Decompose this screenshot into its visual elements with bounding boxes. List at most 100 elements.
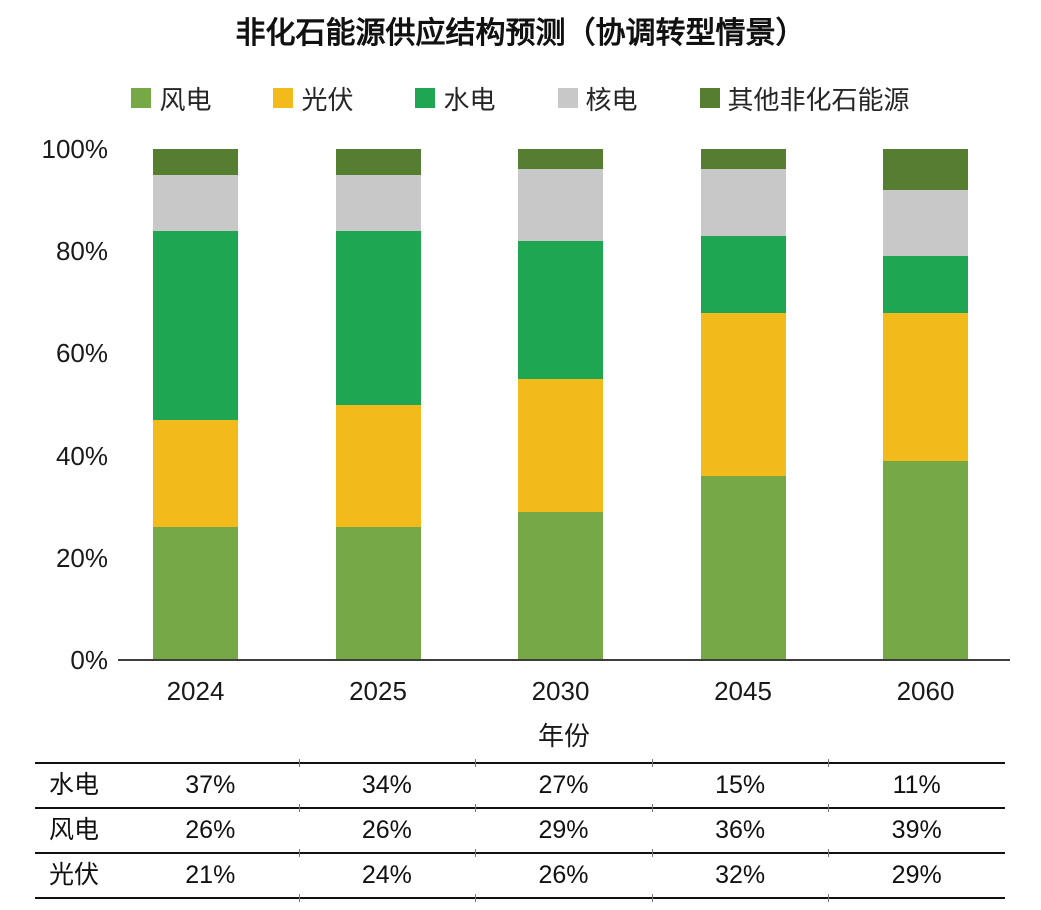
table-row-光伏: 光伏 21% 24% 26% 32% 29% [35,852,1005,897]
x-axis-line [118,659,1010,661]
bar-segment-2025-核电 [335,174,421,231]
bar-segment-2025-光伏 [335,404,421,528]
y-tick-label-20: 20% [55,542,108,573]
table-column-divider-tick [828,894,830,902]
table-column-divider-tick [651,849,653,857]
bar-segment-2060-风电 [883,460,968,660]
legend-label: 水电 [443,84,496,115]
bar-2045 [700,149,786,660]
bar-segment-2060-光伏 [883,312,968,461]
table-column-divider-tick [651,804,653,812]
table-cell-光伏-2024: 21% [185,861,236,889]
bar-segment-2045-核电 [700,169,786,236]
y-tick-label-40: 40% [55,440,108,471]
bar-segment-2024-水电 [153,230,238,420]
table-column-divider-tick [651,894,653,902]
x-axis-title: 年份 [537,721,590,751]
bar-segment-2045-水电 [700,235,786,313]
bar-segment-2045-风电 [700,476,786,660]
legend-item-光伏: 光伏 [273,80,353,117]
bar-segment-2024-光伏 [153,419,238,528]
table-column-divider-tick [298,849,300,857]
table-column-divider-tick [298,804,300,812]
legend-label: 其他非化石能源 [727,84,910,115]
bar-2025 [335,149,421,660]
table-row-header: 光伏 [49,861,100,889]
bar-2030 [518,149,603,660]
legend-item-其他非化石能源: 其他非化石能源 [699,80,910,117]
legend-label: 风电 [159,84,212,115]
x-tick-label-2024: 2024 [166,676,225,706]
bar-segment-2060-其他非化石能源 [883,149,968,190]
table-row-水电: 水电 37% 34% 27% 15% 11% [35,762,1005,807]
table-cell-水电-2024: 37% [185,771,236,799]
table-cell-光伏-2025: 24% [361,861,412,889]
legend-label: 光伏 [301,84,354,115]
bar-segment-2060-水电 [883,256,968,313]
bar-2024 [153,149,238,660]
y-tick-label-60: 60% [55,338,108,369]
table-cell-风电-2030: 29% [538,816,589,844]
table-column-divider-tick [651,759,653,767]
legend-swatch-icon [415,88,436,108]
table-column-divider-tick [475,759,477,767]
legend-swatch-icon [131,88,152,108]
table-cell-光伏-2030: 26% [538,861,589,889]
bar-segment-2045-光伏 [700,312,786,477]
y-tick-label-0: 0% [70,645,108,675]
legend-swatch-icon [699,88,720,108]
bar-segment-2024-核电 [153,174,238,231]
bar-segment-2030-核电 [518,169,603,241]
bar-segment-2025-水电 [335,230,421,405]
legend: 风电 光伏 水电 核电 其他非化石能源 [0,83,1041,115]
bar-segment-2030-风电 [518,511,603,660]
x-tick-label-2025: 2025 [349,676,407,706]
legend-swatch-icon [557,88,578,108]
table-cell-水电-2030: 27% [538,771,589,799]
table-cell-风电-2025: 26% [361,816,412,844]
table-column-divider-tick [298,759,300,767]
table-column-divider-tick [475,849,477,857]
x-tick-label-2045: 2045 [714,676,772,706]
bar-segment-2024-其他非化石能源 [153,149,238,175]
bar-2060 [883,149,968,660]
legend-item-水电: 水电 [415,80,496,117]
table-column-divider-tick [828,759,830,767]
bar-segment-2030-光伏 [518,378,603,512]
table-column-divider-tick [475,804,477,812]
bar-segment-2030-其他非化石能源 [518,149,603,170]
legend-item-核电: 核电 [557,80,638,117]
legend-swatch-icon [273,88,294,108]
table-cell-风电-2060: 39% [891,816,942,844]
table-cell-水电-2045: 15% [715,771,766,799]
data-table: 水电 37% 34% 27% 15% 11% 风电 26% 26% 29% 36% 39% 光伏 21% 2… [35,762,1005,899]
table-cell-光伏-2060: 29% [891,861,942,889]
table-cell-风电-2024: 26% [185,816,236,844]
table-column-divider-tick [828,849,830,857]
y-tick-label-80: 80% [55,236,108,267]
bar-segment-2060-核电 [883,189,968,257]
bar-segment-2025-风电 [335,527,421,660]
table-column-divider-tick [475,894,477,902]
table-cell-水电-2060: 11% [892,771,941,799]
table-cell-风电-2045: 36% [715,816,766,844]
bar-segment-2045-其他非化石能源 [700,149,786,170]
x-tick-label-2060: 2060 [896,676,955,706]
table-column-divider-tick [828,804,830,812]
table-row-风电: 风电 26% 26% 29% 36% 39% [35,807,1005,852]
table-column-divider-tick [298,894,300,902]
table-cell-水电-2025: 34% [361,771,412,799]
bar-segment-2030-水电 [518,240,603,379]
legend-item-风电: 风电 [131,80,211,117]
table-row-header: 风电 [49,816,100,844]
bar-segment-2025-其他非化石能源 [335,149,421,175]
bar-segment-2024-风电 [153,527,238,660]
y-tick-label-100: 100% [41,134,109,164]
legend-label: 核电 [585,84,638,115]
table-cell-光伏-2045: 32% [715,861,766,889]
plot-area [118,149,1010,660]
chart-title: 非化石能源供应结构预测（协调转型情景） [235,17,806,50]
x-tick-label-2030: 2030 [531,676,590,706]
table-row-header: 水电 [49,771,100,799]
